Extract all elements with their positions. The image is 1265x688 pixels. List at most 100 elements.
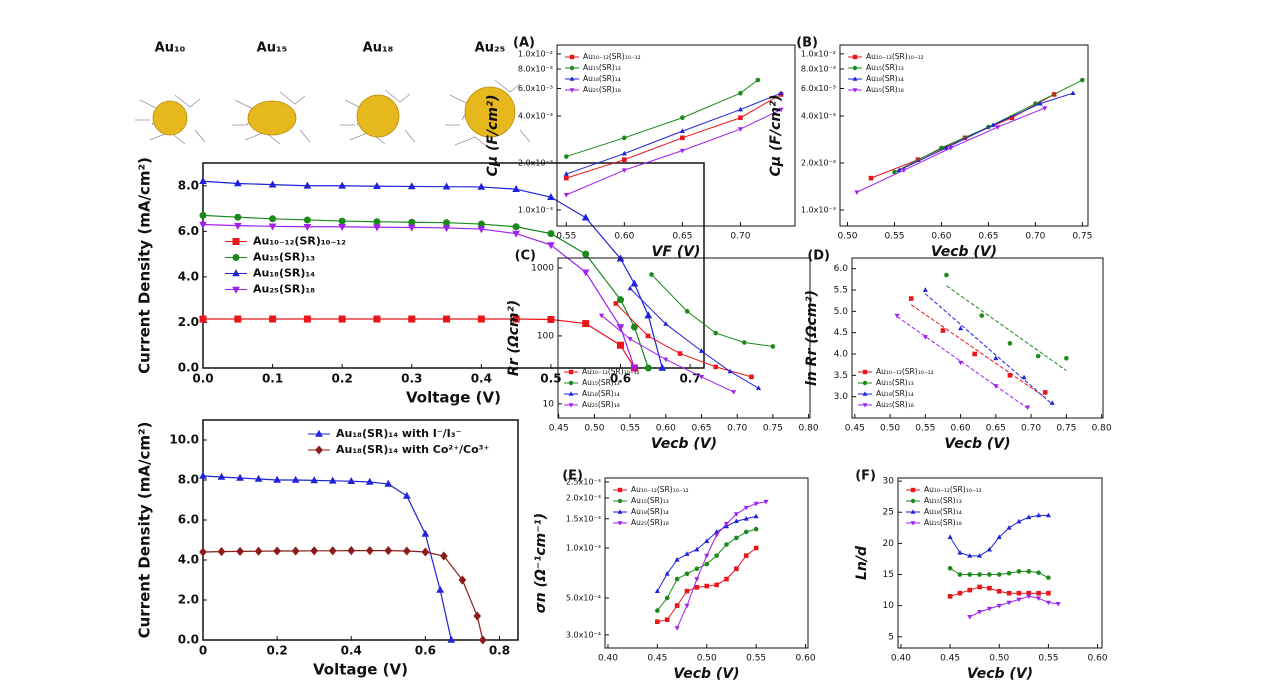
x-tick-label: 0.2 bbox=[332, 372, 353, 386]
y-axis-label: Current Density (mA/cm²) bbox=[136, 422, 154, 639]
marker bbox=[232, 269, 240, 277]
legend-label: Au₁₀₋₁₂(SR)₁₀₋₁₂ bbox=[924, 485, 982, 494]
x-axis-label: Vecb (V) bbox=[673, 666, 739, 682]
marker bbox=[910, 521, 916, 526]
marker bbox=[714, 582, 719, 588]
marker bbox=[770, 344, 776, 349]
marker bbox=[947, 534, 953, 539]
marker bbox=[627, 285, 633, 291]
marker bbox=[694, 585, 700, 590]
x-tick-label: 0.40 bbox=[891, 654, 911, 664]
marker bbox=[644, 364, 652, 372]
marker bbox=[199, 471, 207, 479]
marker bbox=[254, 474, 263, 482]
marker bbox=[1042, 390, 1048, 395]
x-tick-label: 0.75 bbox=[1072, 232, 1092, 242]
x-tick-label: 0.3 bbox=[401, 372, 422, 386]
x-axis-label: VF (V) bbox=[652, 244, 701, 260]
legend-label: Au₁₈(SR)₁₄ with I⁻/I₃⁻ bbox=[336, 427, 462, 440]
marker bbox=[1016, 597, 1022, 603]
marker bbox=[268, 180, 277, 188]
legend-label: Au₂₅(SR)₁₈ bbox=[924, 518, 962, 527]
marker bbox=[291, 546, 300, 556]
marker bbox=[694, 577, 700, 582]
marker bbox=[303, 216, 311, 224]
marker bbox=[674, 556, 680, 562]
y-tick-label: 8.0 bbox=[178, 178, 199, 192]
marker bbox=[684, 603, 690, 609]
marker bbox=[199, 315, 207, 323]
y-tick-label: 5 bbox=[888, 632, 894, 642]
marker bbox=[727, 368, 733, 374]
marker bbox=[199, 547, 207, 557]
marker bbox=[862, 369, 868, 375]
y-tick-label: 2.5x10⁻³ bbox=[566, 477, 601, 486]
legend-label: Au₁₅(SR)₁₃ bbox=[631, 496, 669, 505]
marker bbox=[234, 213, 242, 221]
marker bbox=[569, 54, 575, 60]
marker bbox=[1026, 514, 1032, 520]
x-tick-label: 0.60 bbox=[1088, 654, 1108, 664]
marker bbox=[910, 487, 916, 493]
x-tick-label: 0.45 bbox=[940, 654, 960, 664]
marker bbox=[421, 547, 430, 557]
y-axis-label: Current Density (mA/cm²) bbox=[136, 157, 154, 374]
marker bbox=[582, 320, 590, 328]
marker bbox=[630, 323, 638, 331]
marker bbox=[947, 565, 953, 571]
marker bbox=[664, 617, 670, 623]
marker bbox=[407, 182, 416, 190]
marker bbox=[862, 380, 868, 386]
marker bbox=[679, 148, 685, 154]
series-line bbox=[870, 93, 1055, 179]
marker bbox=[617, 521, 623, 526]
legend-label: Au₂₅(SR)₁₈ bbox=[631, 518, 669, 527]
marker bbox=[990, 122, 996, 127]
marker bbox=[273, 546, 281, 556]
legend-label: Au₁₅(SR)₁₃ bbox=[924, 496, 962, 505]
legend-label: Au₁₈(SR)₁₄ bbox=[876, 389, 914, 398]
legend-label: Au₁₀₋₁₂(SR)₁₀₋₁₂ bbox=[876, 367, 934, 376]
x-tick-label: 0.65 bbox=[672, 232, 692, 242]
y-tick-label: 4.0x10⁻³ bbox=[518, 112, 553, 121]
marker bbox=[373, 218, 381, 226]
x-tick-label: 0.65 bbox=[691, 424, 711, 434]
marker bbox=[704, 553, 710, 559]
marker bbox=[581, 269, 590, 277]
marker bbox=[996, 603, 1002, 609]
marker bbox=[512, 223, 520, 231]
marker bbox=[674, 626, 680, 631]
marker bbox=[778, 90, 784, 96]
x-tick-label: 0.6 bbox=[610, 372, 631, 386]
marker bbox=[1009, 115, 1015, 121]
marker bbox=[1007, 341, 1013, 346]
legend-label: Au₁₈(SR)₁₄ with Co²⁺/Co³⁺ bbox=[336, 443, 489, 456]
marker bbox=[862, 391, 868, 396]
marker bbox=[373, 224, 381, 232]
marker bbox=[743, 516, 749, 521]
legend-label: Au₁₀₋₁₂(SR)₁₀₋₁₂ bbox=[631, 485, 689, 494]
y-tick-label: 2.0x10⁻³ bbox=[518, 159, 553, 168]
series-line bbox=[969, 595, 1059, 618]
panel-label: (A) bbox=[513, 36, 535, 51]
marker bbox=[947, 594, 953, 599]
marker bbox=[1006, 600, 1012, 606]
x-tick-label: 0.55 bbox=[915, 424, 935, 434]
y-tick-label: 30 bbox=[883, 477, 895, 487]
marker bbox=[723, 521, 730, 527]
marker bbox=[714, 553, 719, 558]
marker bbox=[737, 127, 743, 132]
marker bbox=[616, 324, 625, 332]
marker bbox=[733, 518, 739, 524]
marker bbox=[617, 341, 624, 349]
marker bbox=[1026, 590, 1032, 596]
marker bbox=[217, 472, 226, 480]
plot-frame bbox=[202, 162, 705, 369]
x-tick-label: 0.60 bbox=[614, 232, 634, 242]
marker bbox=[957, 572, 963, 577]
legend-label: Au₁₈(SR)₁₄ bbox=[631, 507, 669, 516]
marker bbox=[1026, 594, 1032, 600]
marker bbox=[852, 54, 858, 60]
x-tick-label: 0.45 bbox=[549, 424, 569, 434]
y-tick-label: 1.5x10⁻³ bbox=[566, 514, 601, 523]
